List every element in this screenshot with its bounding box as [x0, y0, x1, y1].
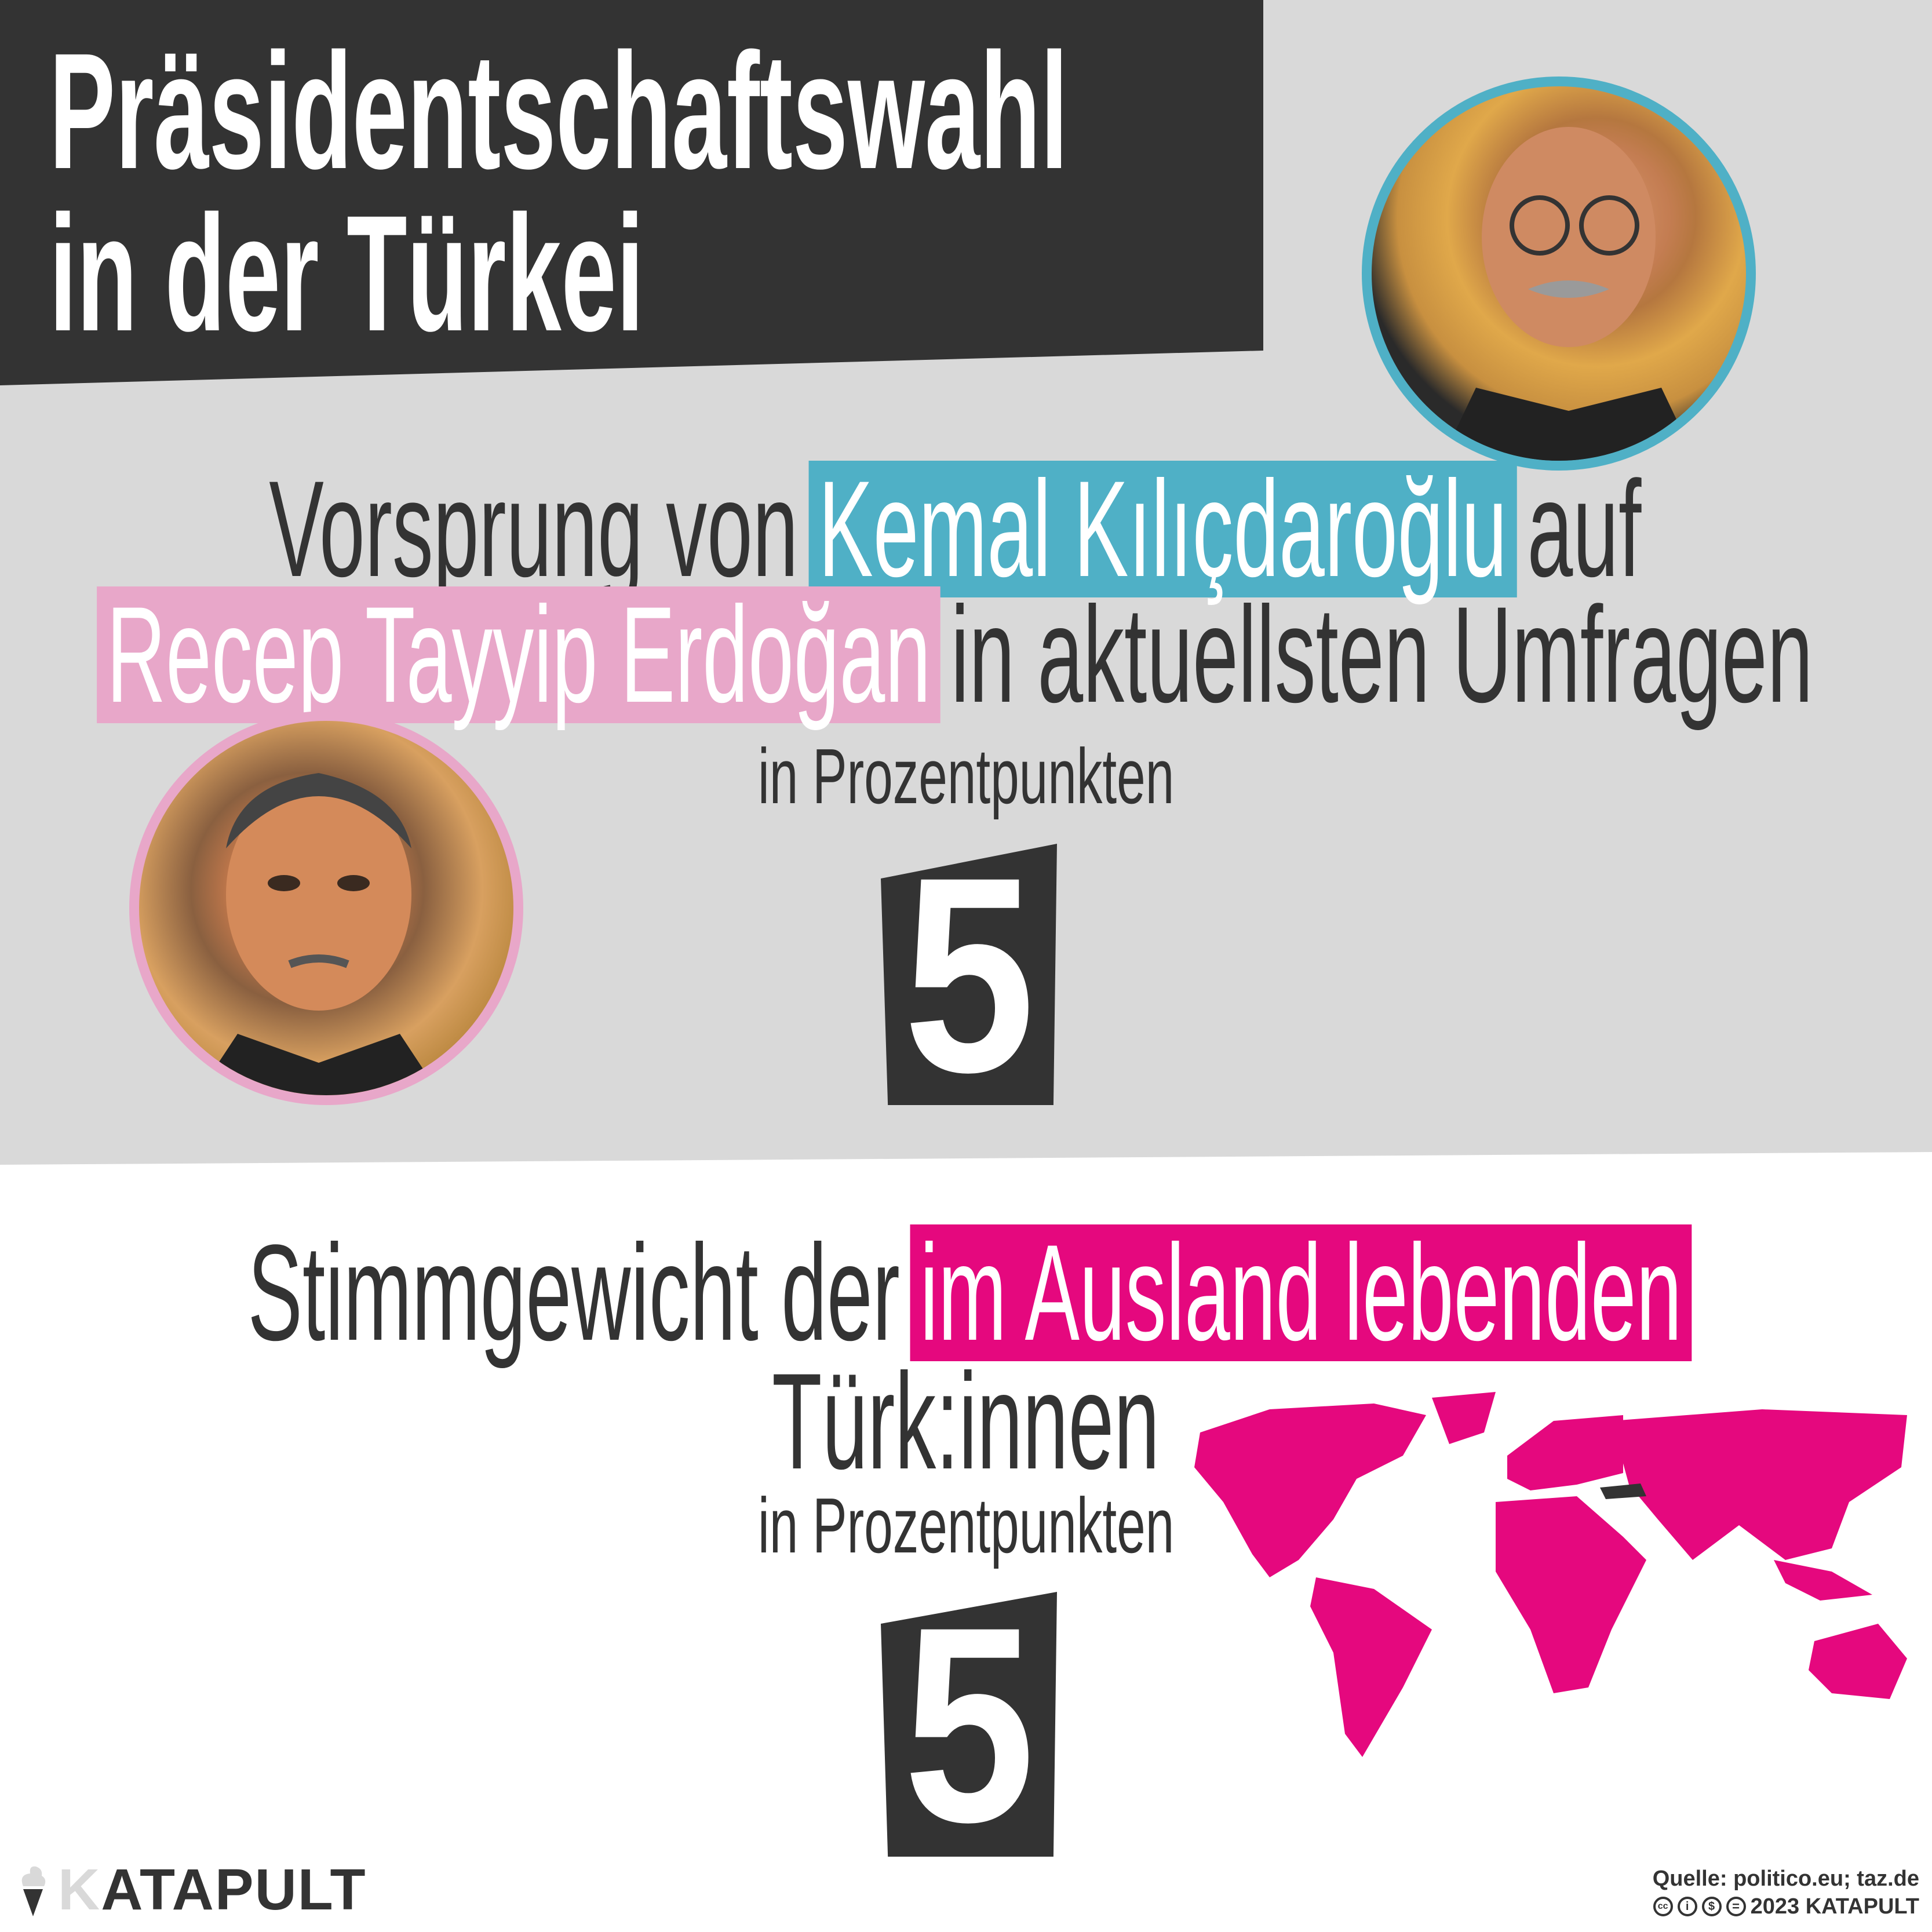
map-south-america [1310, 1577, 1432, 1757]
lead-value-box: 5 [881, 844, 1057, 1105]
kilicdaroglu-portrait [1362, 76, 1756, 471]
candidate-kilicdaroglu-highlight: Kemal Kılıçdaroğlu [808, 461, 1517, 597]
vote-weight-value: 5 [903, 1569, 1035, 1880]
map-africa [1496, 1496, 1646, 1693]
map-asia [1612, 1409, 1907, 1560]
map-europe [1507, 1415, 1623, 1490]
map-greenland [1432, 1392, 1496, 1444]
vote-weight-box: 5 [881, 1592, 1057, 1857]
ice-cream-icon [21, 1866, 46, 1916]
title-line-1: Präsidentschaftswahl [49, 19, 1069, 203]
headline-text: Vorsprung von [268, 453, 799, 606]
map-southeast-asia [1774, 1560, 1872, 1601]
title-line-2: in der Türkei [49, 181, 644, 366]
world-map [1194, 1392, 1907, 1757]
headline-text: auf [1527, 453, 1642, 606]
headline-line-2: Recep Tayyip Erdoğan in aktuellsten Umfr… [0, 586, 1910, 723]
nd-icon: = [1726, 1897, 1746, 1916]
face-illustration [1441, 127, 1696, 461]
headline-line-3: Stimmgewicht der im Ausland lebenden [0, 1224, 1932, 1361]
logo-text: KATAPULT [58, 1857, 367, 1922]
unit-label-1: in Prozentpunkten [757, 732, 1175, 820]
abroad-highlight: im Ausland lebenden [910, 1224, 1692, 1361]
source-text: Quelle: politico.eu; taz.de [1652, 1867, 1919, 1891]
footer-credits: Quelle: politico.eu; taz.de cc i $ = 202… [1653, 1865, 1919, 1920]
headline-line-4: Türk:innen [0, 1353, 1932, 1490]
map-north-america [1194, 1404, 1426, 1577]
nc-icon: $ [1701, 1897, 1722, 1916]
headline-text: in aktuellsten Umfragen [951, 578, 1813, 731]
unit-label-2: in Prozentpunkten [757, 1482, 1175, 1569]
headline-text: Stimmgewicht der [247, 1216, 900, 1369]
by-icon: i [1677, 1897, 1697, 1916]
lead-value: 5 [903, 819, 1035, 1130]
cc-icon: cc [1653, 1897, 1673, 1916]
candidate-erdogan-highlight: Recep Tayyip Erdoğan [97, 586, 941, 723]
map-turkey [1600, 1483, 1646, 1499]
headline-line-1: Vorsprung von Kemal Kılıçdaroğlu auf [0, 461, 1910, 597]
title-box [0, 0, 1263, 385]
headline-text: Türk:innen [772, 1345, 1160, 1498]
face-illustration [197, 773, 440, 1095]
map-australia [1809, 1624, 1907, 1699]
license-text: 2023 KATAPULT [1750, 1894, 1919, 1919]
katapult-logo: KATAPULT [19, 1857, 367, 1922]
